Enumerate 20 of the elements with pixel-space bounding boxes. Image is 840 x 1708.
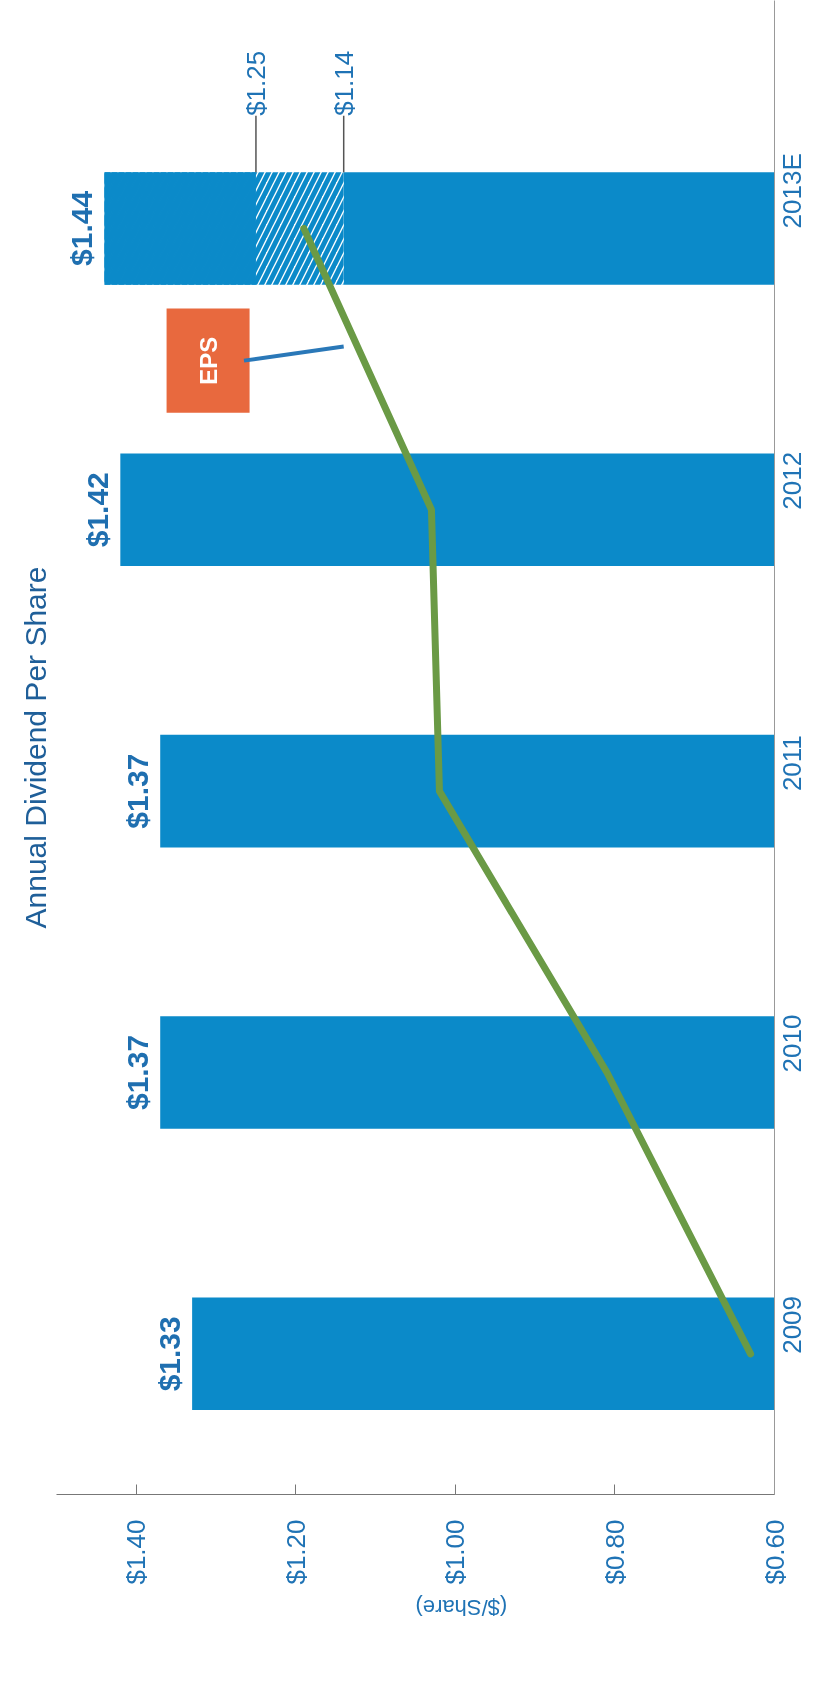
y-tick-label: 2009 bbox=[777, 1295, 808, 1354]
text: Annual Dividend Per Share bbox=[18, 566, 52, 929]
x-tick-label: $1.40 bbox=[121, 1519, 152, 1585]
x-axis-title: ($/Share) bbox=[415, 1595, 508, 1621]
y-tick-label: 2013E bbox=[777, 153, 808, 229]
data-label: $1.33 bbox=[153, 1316, 187, 1392]
x-tick-label: $1.00 bbox=[440, 1519, 471, 1585]
y-tick-label: 2011 bbox=[777, 735, 808, 792]
data-label: $1.42 bbox=[81, 472, 115, 548]
y-tick-label: 2010 bbox=[777, 1014, 808, 1073]
x-tick-label: $1.20 bbox=[280, 1519, 311, 1585]
data-label: $1.44 bbox=[65, 190, 99, 266]
annotation: EPS bbox=[194, 336, 222, 385]
x-tick-label: $0.80 bbox=[599, 1519, 630, 1585]
x-tick-label: $0.60 bbox=[759, 1519, 790, 1585]
data-label: $1.37 bbox=[121, 1034, 155, 1110]
y-tick-label: 2012 bbox=[777, 451, 808, 510]
data-label: $1.37 bbox=[121, 753, 155, 829]
annotation: $1.14 bbox=[328, 50, 359, 116]
annotation: $1.25 bbox=[240, 50, 271, 116]
